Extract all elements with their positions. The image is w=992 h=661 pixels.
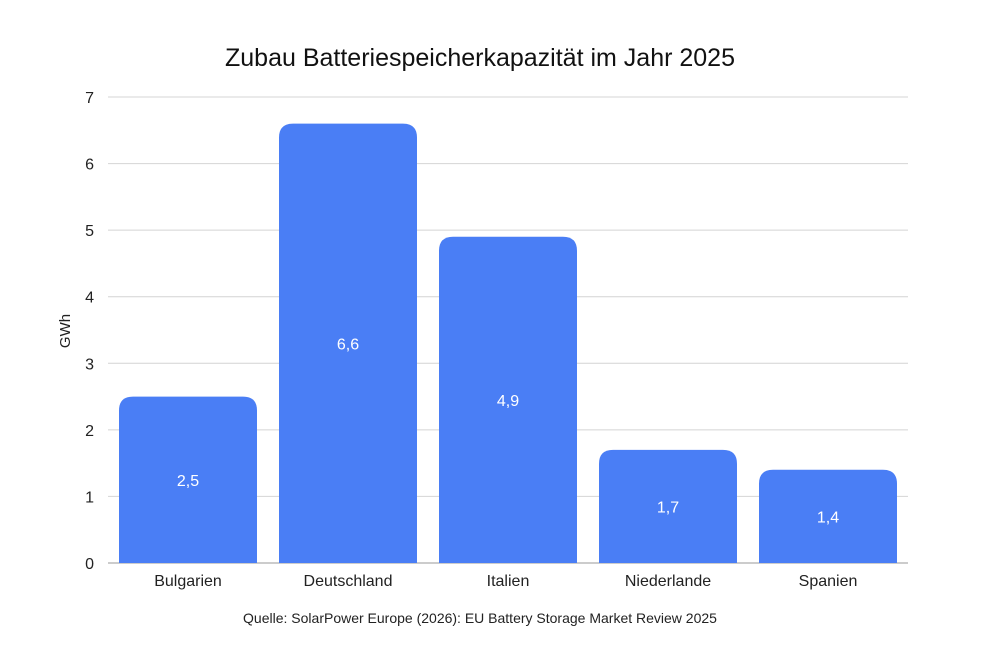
bar-deutschland bbox=[279, 123, 417, 563]
data-label: 1,4 bbox=[817, 509, 839, 526]
x-category-label: Niederlande bbox=[625, 573, 711, 590]
bar-bulgarien bbox=[119, 396, 257, 563]
y-tick-label: 3 bbox=[85, 356, 94, 373]
y-tick-label: 0 bbox=[85, 556, 94, 573]
bars: 2,5 6,6 4,9 1,7 1,4 bbox=[119, 123, 897, 564]
data-label: 6,6 bbox=[337, 336, 359, 353]
bar-spanien bbox=[759, 469, 897, 563]
y-tick-label: 7 bbox=[85, 90, 94, 107]
bar-italien bbox=[439, 236, 577, 564]
y-tick-label: 2 bbox=[85, 423, 94, 440]
x-category-label: Deutschland bbox=[304, 573, 393, 590]
y-tick-label: 1 bbox=[85, 489, 94, 506]
x-category-label: Bulgarien bbox=[154, 573, 222, 590]
y-tick-label: 6 bbox=[85, 157, 94, 174]
y-tick-label: 4 bbox=[85, 290, 94, 307]
data-label: 1,7 bbox=[657, 499, 679, 516]
x-axis-categories: Bulgarien Deutschland Italien Niederlande Sp… bbox=[154, 573, 857, 590]
data-label: 2,5 bbox=[177, 473, 199, 490]
data-label: 4,9 bbox=[497, 393, 519, 410]
y-axis-ticks: 0 1 2 3 4 5 6 7 bbox=[85, 90, 94, 573]
bar-niederlande bbox=[599, 449, 737, 563]
y-tick-label: 5 bbox=[85, 223, 94, 240]
chart-title: Zubau Batteriespeicherkapazität im Jahr … bbox=[225, 44, 735, 72]
y-axis-label: GWh bbox=[57, 314, 74, 348]
x-category-label: Italien bbox=[487, 573, 530, 590]
x-category-label: Spanien bbox=[799, 573, 858, 590]
source-note: Quelle: SolarPower Europe (2026): EU Bat… bbox=[243, 610, 717, 626]
